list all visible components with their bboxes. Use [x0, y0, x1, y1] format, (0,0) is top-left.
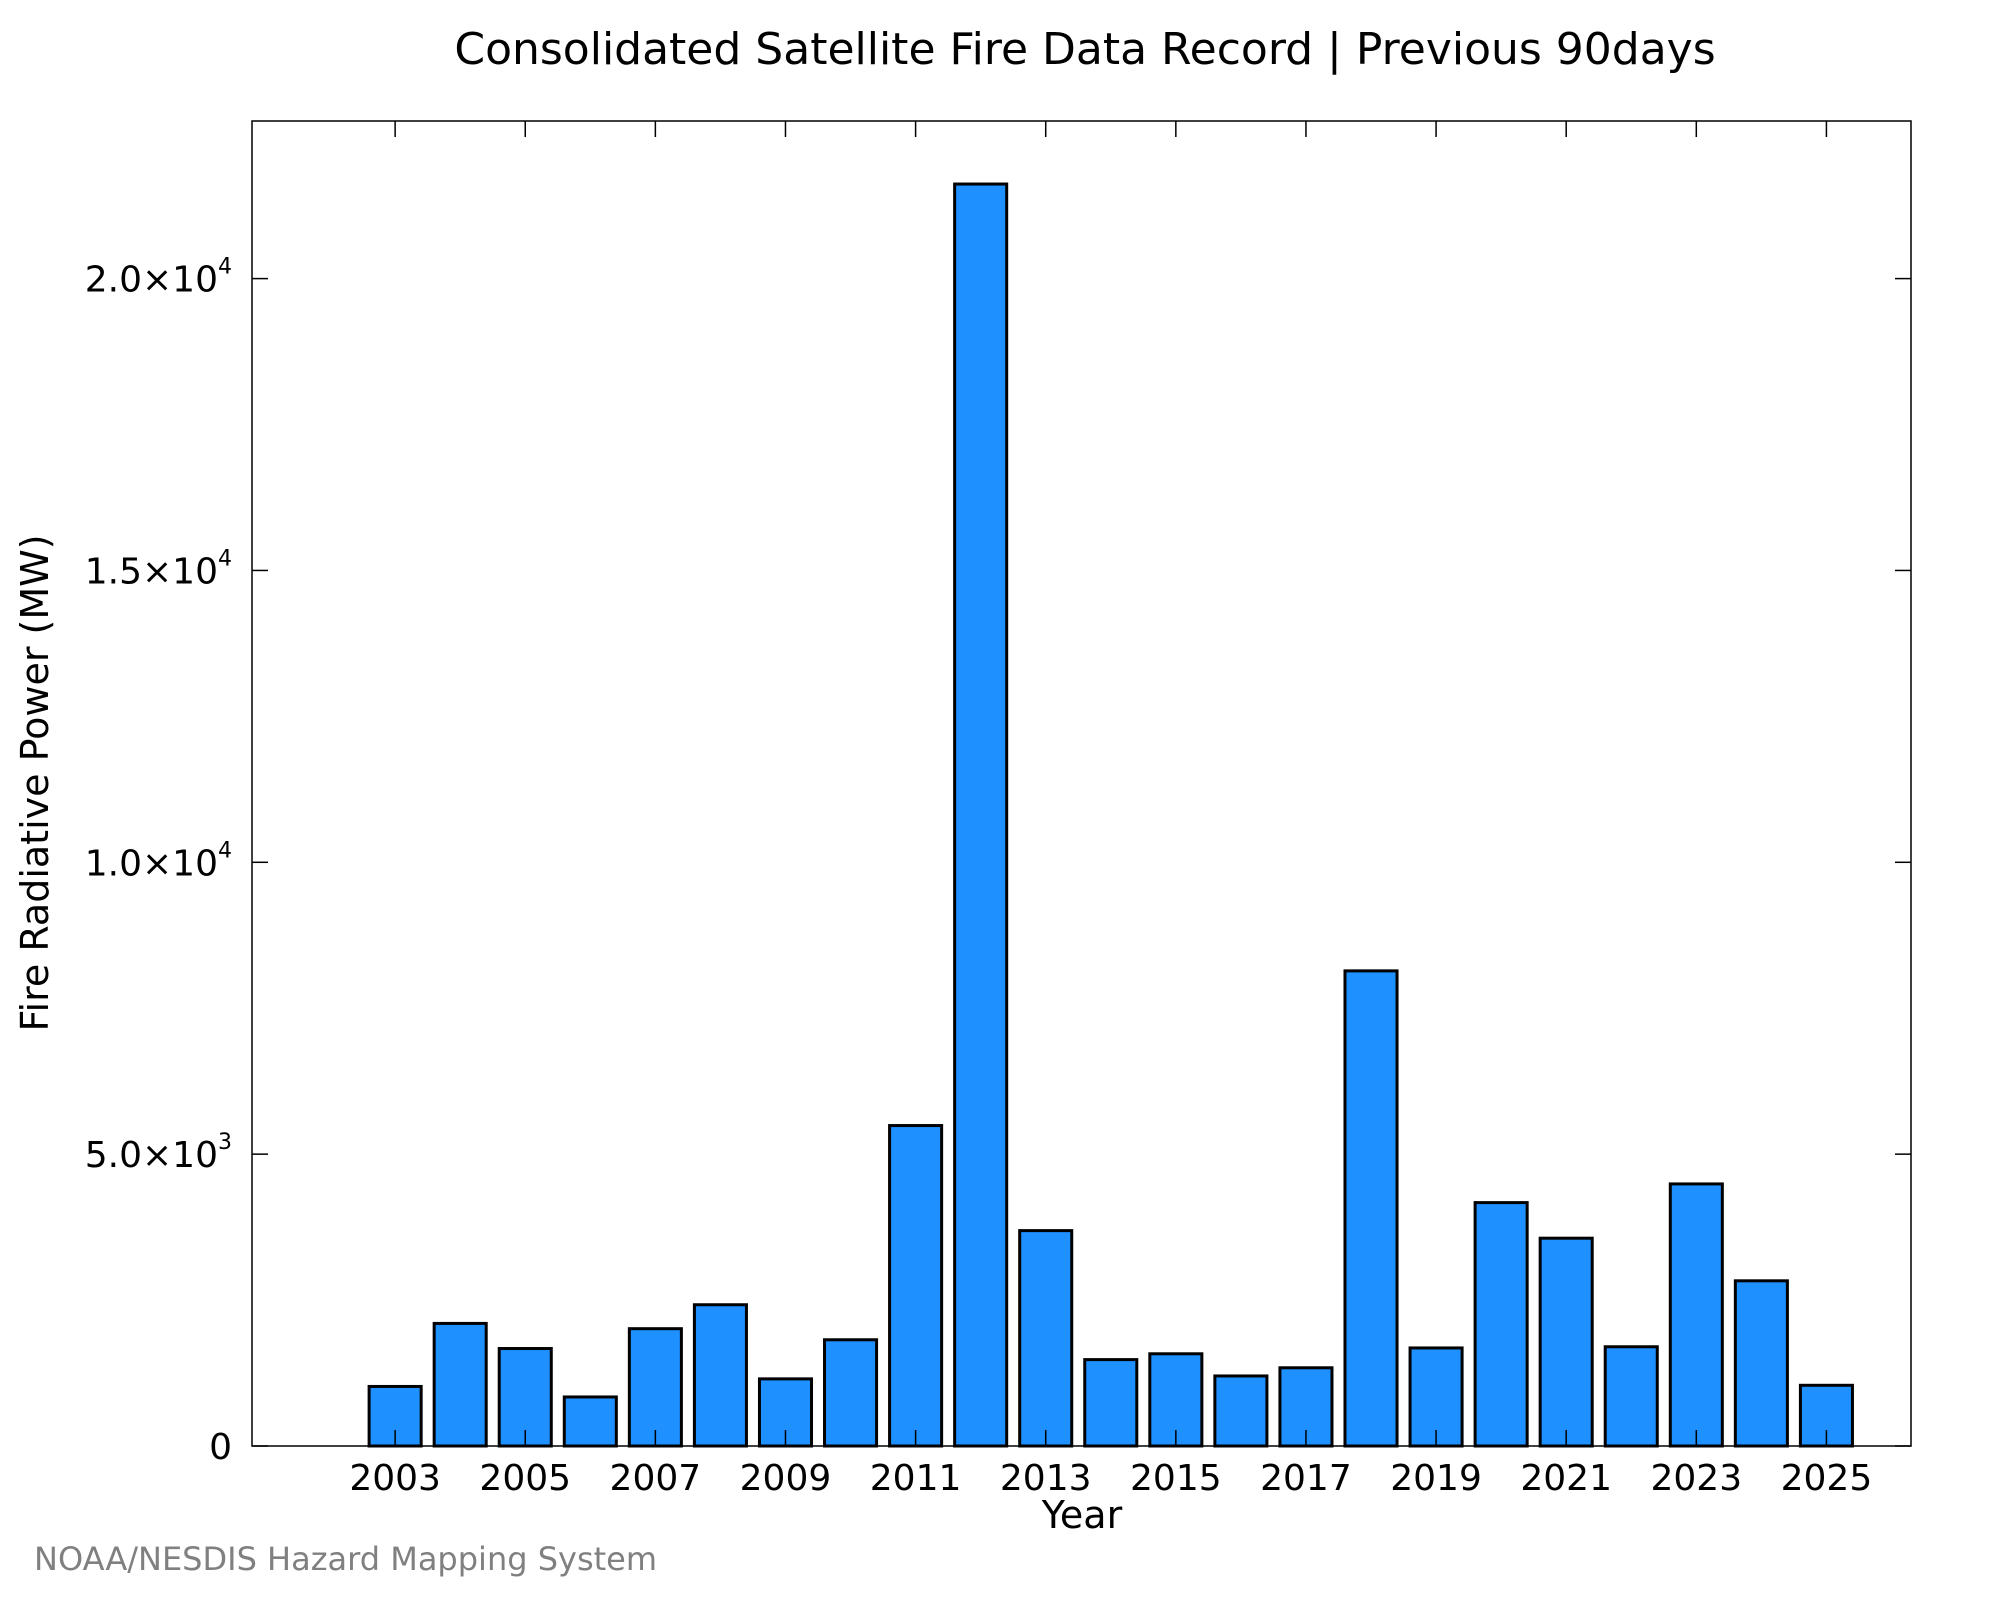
x-tick-labels: 2003 2005 2007 2009 2011 2013 2015 2017 2019 2021… — [349, 1458, 1872, 1499]
bar-2023 — [1668, 1182, 1724, 1448]
y-tick-label-15000: 1.5×104 — [85, 546, 232, 592]
x-tick-label-2019: 2019 — [1390, 1458, 1482, 1499]
x-axis-label: Year — [1041, 1493, 1123, 1537]
bar-2012 — [953, 182, 1009, 1448]
bar-2008 — [692, 1303, 748, 1448]
bar-2021 — [1538, 1236, 1594, 1448]
bar-2013 — [1018, 1229, 1074, 1448]
bar-2022 — [1603, 1345, 1659, 1448]
y-tick-label-0: 0 — [209, 1427, 232, 1468]
x-tick-label-2017: 2017 — [1260, 1458, 1352, 1499]
bar-2019 — [1408, 1346, 1464, 1448]
x-tick-label-2005: 2005 — [479, 1458, 571, 1499]
bar-2010 — [823, 1338, 879, 1448]
plot-frame — [251, 120, 1912, 1447]
x-tick-label-2015: 2015 — [1130, 1458, 1222, 1499]
y-tick-labels: 0 5.0×103 1.0×104 1.5×104 2.0×104 — [85, 255, 232, 1468]
bars-group — [367, 182, 1854, 1448]
bar-2007 — [627, 1327, 683, 1448]
bar-2018 — [1343, 969, 1399, 1448]
y-tick-label-10000: 1.0×104 — [85, 838, 232, 884]
bar-2014 — [1083, 1358, 1139, 1448]
bar-2011 — [888, 1124, 944, 1448]
chart-title: Consolidated Satellite Fire Data Record … — [454, 24, 1715, 75]
ticks-group — [252, 121, 1911, 1447]
x-tick-label-2023: 2023 — [1650, 1458, 1742, 1499]
bar-2020 — [1473, 1201, 1529, 1448]
bar-2024 — [1733, 1279, 1789, 1448]
x-tick-label-2009: 2009 — [740, 1458, 832, 1499]
credit-text: NOAA/NESDIS Hazard Mapping System — [34, 1540, 657, 1578]
y-tick-label-5000: 5.0×103 — [85, 1130, 232, 1176]
x-tick-label-2013: 2013 — [1000, 1458, 1092, 1499]
x-tick-label-2003: 2003 — [349, 1458, 441, 1499]
x-tick-label-2021: 2021 — [1520, 1458, 1612, 1499]
y-tick-label-20000: 2.0×104 — [85, 255, 232, 301]
bar-2006 — [562, 1395, 618, 1448]
x-tick-label-2007: 2007 — [610, 1458, 702, 1499]
x-tick-label-2025: 2025 — [1781, 1458, 1873, 1499]
bar-2004 — [432, 1321, 488, 1448]
y-axis-label: Fire Radiative Power (MW) — [13, 534, 57, 1031]
x-tick-label-2011: 2011 — [870, 1458, 962, 1499]
bar-2016 — [1213, 1374, 1269, 1448]
